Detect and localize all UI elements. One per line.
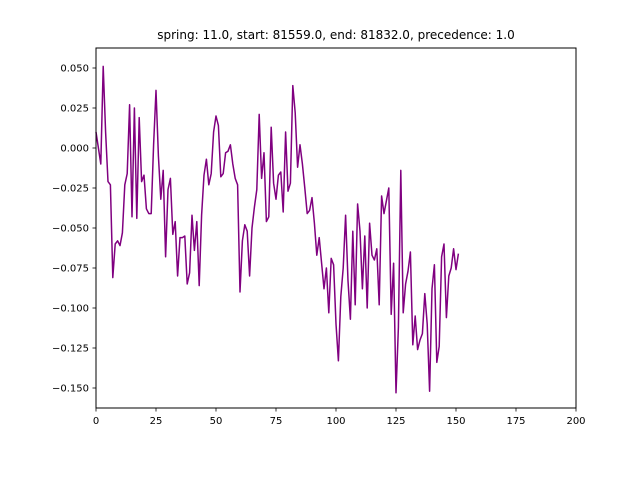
y-tick-label: −0.025	[52, 184, 89, 195]
chart-title: spring: 11.0, start: 81559.0, end: 81832…	[157, 28, 515, 42]
x-tick-label: 175	[506, 416, 525, 427]
x-tick-label: 0	[93, 416, 99, 427]
y-tick-label: 0.000	[60, 144, 89, 155]
x-tick-label: 50	[210, 416, 223, 427]
y-tick-label: 0.050	[60, 64, 89, 75]
y-tick-label: −0.125	[52, 344, 89, 355]
x-tick-label: 125	[386, 416, 405, 427]
y-tick-label: −0.075	[52, 264, 89, 275]
y-tick-label: −0.150	[52, 384, 89, 395]
y-tick-label: −0.100	[52, 304, 89, 315]
x-tick-label: 200	[566, 416, 585, 427]
x-tick-label: 150	[446, 416, 465, 427]
plot-frame	[95, 47, 577, 409]
x-tick-label: 100	[326, 416, 345, 427]
y-tick-label: −0.050	[52, 224, 89, 235]
x-tick-label: 25	[150, 416, 163, 427]
y-tick-label: 0.025	[60, 104, 89, 115]
x-tick-label: 75	[270, 416, 283, 427]
series-line-0	[95, 65, 460, 394]
